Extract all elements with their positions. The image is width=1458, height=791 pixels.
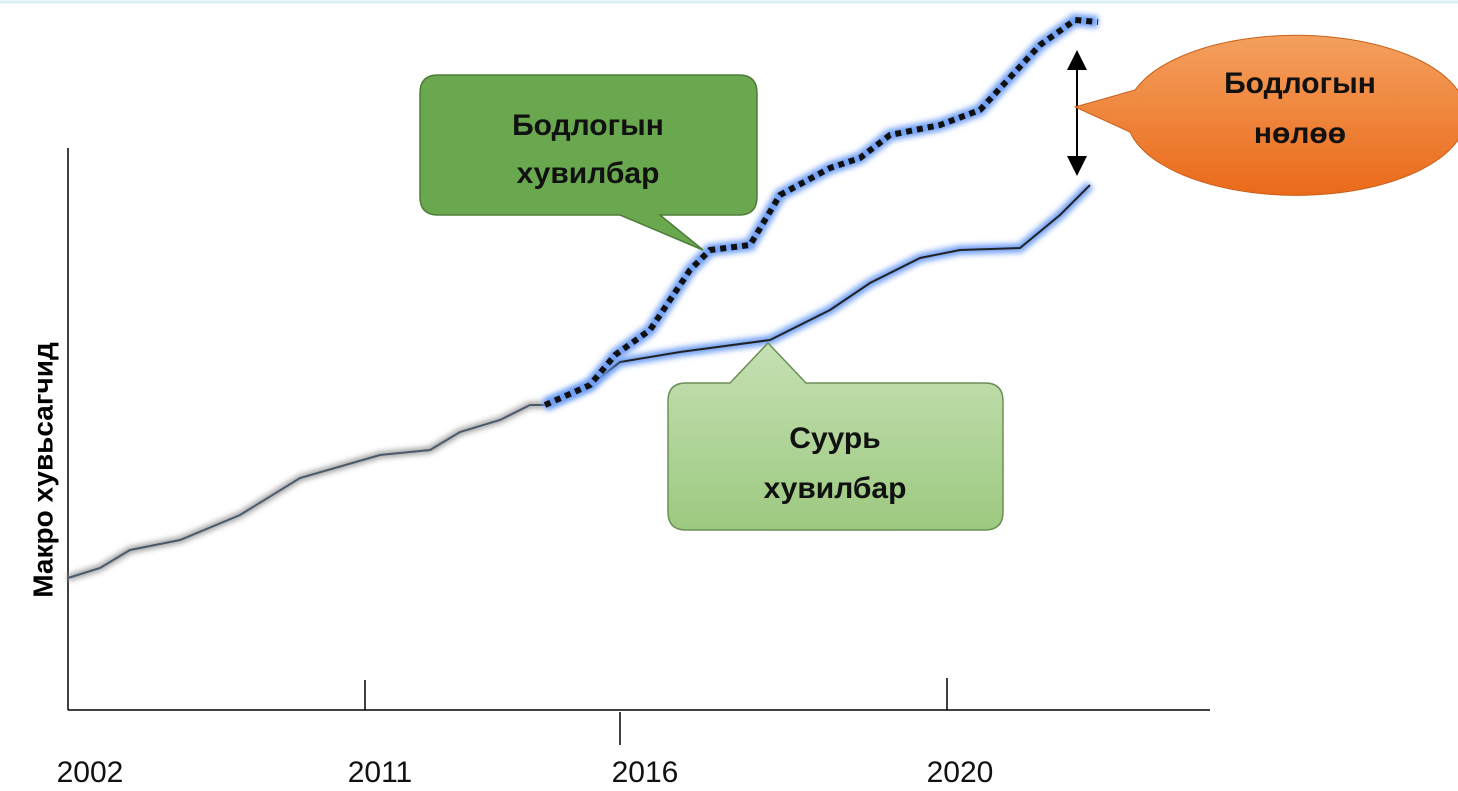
callout-text: Суурь bbox=[789, 422, 880, 455]
callout-text: Бодлогын bbox=[512, 109, 664, 142]
policy-line bbox=[543, 16, 1099, 408]
x-label: 2011 bbox=[348, 756, 413, 789]
base-line bbox=[544, 184, 1091, 406]
callout-text: хувилбар bbox=[517, 157, 660, 190]
effect-callout bbox=[1073, 34, 1458, 196]
base-callout bbox=[667, 341, 1004, 531]
x-label: 2016 bbox=[612, 756, 679, 789]
callout-text: Бодлогын bbox=[1224, 67, 1376, 100]
callout-text: хувилбар bbox=[764, 472, 907, 505]
y-axis-label: Макро хувьсагчид bbox=[27, 342, 58, 598]
x-label: 2002 bbox=[57, 756, 124, 789]
history-glow bbox=[67, 402, 545, 581]
policy-callout bbox=[419, 74, 758, 251]
history-line bbox=[67, 404, 545, 579]
x-label: 2020 bbox=[927, 756, 994, 789]
callout-text: нөлөө bbox=[1254, 117, 1346, 150]
